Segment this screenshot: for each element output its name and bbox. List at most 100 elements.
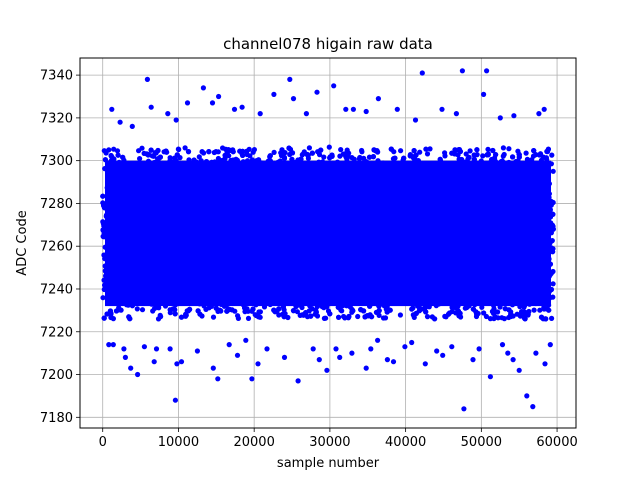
data-point bbox=[309, 150, 315, 156]
data-point bbox=[474, 152, 480, 158]
data-point bbox=[312, 311, 318, 317]
data-point bbox=[218, 308, 224, 314]
data-point bbox=[256, 309, 262, 315]
data-point bbox=[549, 152, 555, 158]
data-point bbox=[155, 316, 162, 322]
data-point bbox=[499, 315, 505, 321]
data-point bbox=[401, 155, 407, 161]
data-point bbox=[506, 146, 512, 152]
data-point bbox=[175, 146, 181, 152]
data-point bbox=[490, 147, 496, 154]
data-point bbox=[172, 307, 178, 313]
data-point bbox=[271, 149, 277, 155]
data-point bbox=[321, 315, 327, 321]
data-point bbox=[281, 154, 287, 161]
data-point bbox=[471, 156, 477, 162]
data-point bbox=[356, 156, 362, 162]
data-point bbox=[533, 152, 539, 158]
data-point bbox=[134, 306, 140, 312]
data-point bbox=[550, 168, 556, 174]
data-point bbox=[545, 146, 552, 152]
data-point bbox=[550, 199, 556, 206]
data-point bbox=[290, 308, 297, 314]
data-point bbox=[361, 155, 367, 161]
data-point bbox=[382, 315, 389, 321]
data-point bbox=[410, 305, 416, 311]
data-point bbox=[139, 307, 146, 313]
data-point bbox=[522, 316, 528, 322]
data-point bbox=[510, 313, 516, 319]
data-point bbox=[155, 147, 161, 154]
data-point bbox=[474, 147, 480, 153]
data-point bbox=[445, 311, 452, 317]
data-point bbox=[427, 146, 433, 152]
data-point bbox=[294, 309, 300, 315]
data-point bbox=[452, 151, 458, 157]
data-point bbox=[247, 153, 253, 159]
data-point bbox=[120, 154, 126, 160]
data-point bbox=[203, 306, 209, 312]
data-point bbox=[516, 154, 522, 160]
data-point bbox=[361, 308, 367, 314]
data-point bbox=[376, 308, 382, 314]
data-point bbox=[424, 314, 431, 320]
data-point bbox=[345, 315, 351, 321]
data-point bbox=[329, 152, 335, 158]
data-point bbox=[183, 311, 189, 317]
data-point bbox=[481, 310, 487, 316]
data-point bbox=[506, 314, 512, 321]
data-point bbox=[104, 311, 110, 317]
data-point bbox=[463, 151, 469, 157]
data-point bbox=[407, 153, 413, 159]
data-point bbox=[255, 314, 261, 320]
data-point bbox=[531, 307, 537, 313]
data-point bbox=[326, 144, 332, 150]
data-point bbox=[509, 154, 516, 160]
data-point bbox=[321, 154, 327, 160]
data-point bbox=[244, 148, 250, 154]
data-point bbox=[172, 311, 178, 317]
data-point bbox=[355, 313, 361, 320]
data-point bbox=[359, 147, 365, 154]
data-point bbox=[442, 150, 448, 156]
data-point bbox=[345, 153, 351, 159]
data-point bbox=[251, 147, 257, 153]
data-point bbox=[452, 304, 458, 310]
data-point bbox=[250, 306, 256, 312]
data-point bbox=[178, 314, 185, 320]
data-point bbox=[495, 309, 501, 315]
data-point bbox=[410, 312, 416, 318]
data-point bbox=[550, 294, 556, 300]
data-point bbox=[211, 149, 217, 156]
data-point bbox=[432, 316, 438, 322]
data-point bbox=[490, 310, 497, 316]
data-point bbox=[276, 306, 282, 312]
data-point bbox=[240, 152, 246, 158]
data-point bbox=[100, 295, 106, 301]
data-point bbox=[423, 309, 429, 315]
data-point bbox=[398, 148, 404, 154]
data-point bbox=[370, 154, 376, 160]
data-point bbox=[137, 156, 143, 162]
data-point bbox=[537, 307, 543, 313]
data-point bbox=[115, 152, 121, 158]
data-point bbox=[107, 308, 113, 314]
data-point bbox=[480, 153, 486, 159]
data-point bbox=[279, 147, 285, 153]
data-point bbox=[464, 304, 470, 311]
data-point bbox=[549, 315, 555, 321]
data-point bbox=[397, 312, 403, 318]
data-point bbox=[229, 307, 235, 313]
data-point bbox=[116, 305, 122, 311]
data-point bbox=[224, 150, 230, 156]
data-point bbox=[308, 313, 314, 319]
data-point bbox=[306, 145, 312, 151]
data-point bbox=[336, 314, 342, 320]
data-point bbox=[485, 152, 491, 158]
data-point bbox=[467, 148, 473, 154]
data-point bbox=[350, 308, 356, 314]
data-point bbox=[470, 306, 476, 312]
data-point bbox=[230, 149, 236, 155]
data-point bbox=[327, 311, 333, 317]
data-point bbox=[375, 149, 381, 155]
